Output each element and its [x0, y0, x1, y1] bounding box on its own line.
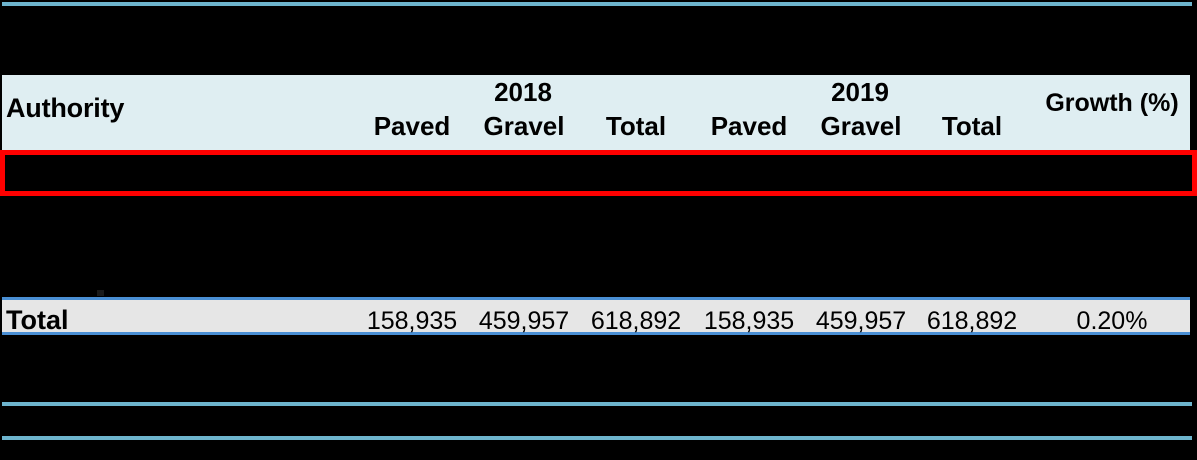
column-header-2019-gravel: Gravel — [820, 111, 902, 141]
column-header-2018-gravel: Gravel — [483, 111, 565, 141]
column-header-2019-total: Total — [941, 111, 1003, 141]
total-2018-paved: 158,935 — [366, 307, 458, 335]
table-row-total[interactable]: Total 158,935 459,957 618,892 158,935 45… — [2, 297, 1190, 335]
column-header-2018-paved: Paved — [373, 111, 451, 141]
column-header-2018-total: Total — [605, 111, 667, 141]
total-2018-total: 618,892 — [590, 307, 682, 335]
group-header-2018: 2018 — [494, 77, 552, 107]
row-tick-mark — [97, 290, 104, 296]
total-2019-total: 618,892 — [926, 307, 1018, 335]
column-header-growth: Growth (%) — [1045, 89, 1179, 117]
total-2018-gravel: 459,957 — [478, 307, 570, 335]
group-header-2019: 2019 — [831, 77, 889, 107]
total-growth-percent: 0.20% — [1076, 307, 1148, 335]
footer-divider-rule-upper — [2, 402, 1192, 406]
total-2019-gravel: 459,957 — [815, 307, 907, 335]
total-2019-paved: 158,935 — [703, 307, 795, 335]
total-row-label: Total — [6, 305, 69, 335]
column-header-2019-paved: Paved — [710, 111, 788, 141]
footer-divider-rule-lower — [2, 436, 1192, 440]
column-header-authority: Authority — [6, 93, 125, 123]
top-divider-rule — [2, 2, 1192, 6]
highlighted-empty-row[interactable] — [0, 150, 1197, 196]
table-header: Authority 2018 2019 Growth (%) Paved Gra… — [2, 75, 1190, 150]
